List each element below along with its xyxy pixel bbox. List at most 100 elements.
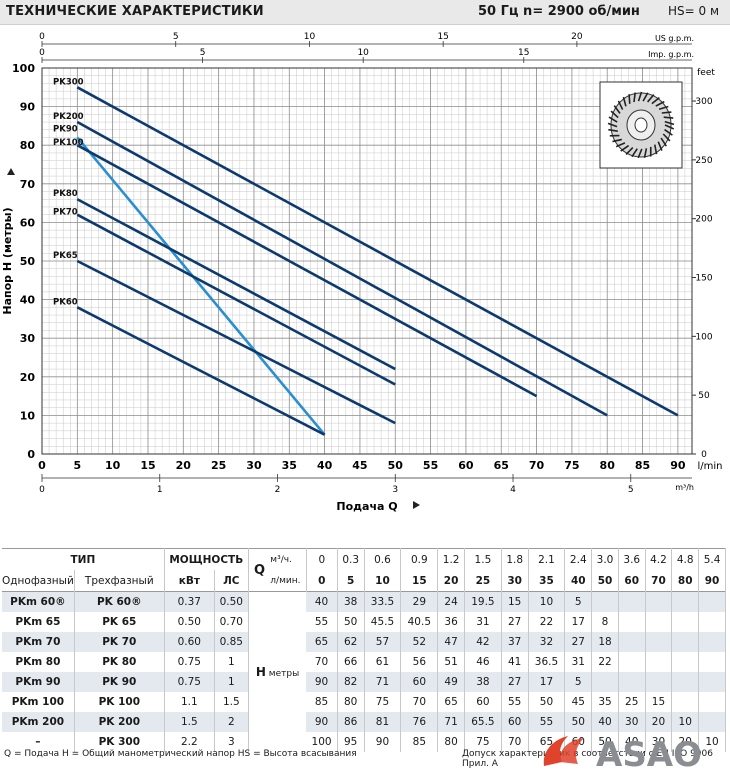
- head-label-cell: H метры: [248, 591, 307, 752]
- y-tick-label: 40: [20, 294, 36, 307]
- lmin-value: 20: [437, 570, 465, 592]
- head-value: 65: [437, 692, 465, 712]
- imp-gpm-tick-label: 5: [200, 48, 206, 58]
- lmin-value: 80: [671, 570, 700, 592]
- power-hp: 0.85: [214, 632, 249, 652]
- head-value: 55: [528, 712, 566, 732]
- head-value: 57: [364, 632, 402, 652]
- lmin-value: 40: [564, 570, 593, 592]
- single-phase-model: PKm 65: [2, 612, 75, 632]
- three-phase-model: PK 200: [74, 712, 165, 732]
- power-kw: 0.60: [164, 632, 215, 652]
- head-value: 45: [564, 692, 593, 712]
- series-line-pk80: [76, 198, 396, 371]
- three-phase-model: PK 100: [74, 692, 165, 712]
- head-value: 40: [591, 712, 619, 732]
- power-hp: 0.70: [214, 612, 249, 632]
- head-value: 70: [501, 732, 529, 752]
- lmin-value: 5: [337, 570, 365, 592]
- head-value: 60: [501, 712, 529, 732]
- x-axis-arrow-icon: [413, 501, 420, 509]
- lmin-value: 25: [464, 570, 502, 592]
- single-phase-model: PKm 100: [2, 692, 75, 712]
- head-value: 56: [400, 652, 439, 672]
- head-value: [671, 632, 700, 652]
- head-value: 20: [645, 712, 673, 732]
- footer-legend: Q = Подача H = Общий манометрический нап…: [4, 749, 357, 759]
- us-gpm-tick-label: 10: [304, 32, 316, 42]
- us-gpm-tick-label: 0: [39, 32, 45, 42]
- head-value: 42: [464, 632, 502, 652]
- us-gpm-tick-label: 5: [173, 32, 179, 42]
- head-value: [645, 632, 673, 652]
- head-value: [591, 672, 619, 692]
- head-value: [671, 672, 700, 692]
- x-tick-label: 80: [600, 459, 616, 472]
- head-value: [591, 591, 619, 612]
- head-label: H: [255, 665, 266, 679]
- head-value: 36: [437, 612, 465, 632]
- head-value: 37: [501, 632, 529, 652]
- power-kw: 0.50: [164, 612, 215, 632]
- head-value: 51: [437, 652, 465, 672]
- lmin-value: 30: [501, 570, 529, 592]
- head-value: 10: [528, 591, 566, 612]
- x-tick-label: 55: [423, 459, 438, 472]
- head-value: 47: [437, 632, 465, 652]
- head-value: 35: [591, 692, 619, 712]
- head-value: 40.5: [400, 612, 439, 632]
- series-label: PK200: [53, 112, 84, 122]
- head-value: 70: [306, 652, 338, 672]
- series-line-pk70: [76, 213, 396, 386]
- head-value: 55: [501, 692, 529, 712]
- head-value: 25: [618, 692, 646, 712]
- power-hp: 1.5: [214, 692, 249, 712]
- x-tick-label: 40: [317, 459, 333, 472]
- head-value: 61: [364, 652, 402, 672]
- head-value: 19.5: [464, 591, 502, 612]
- head-value: 45.5: [364, 612, 402, 632]
- us-gpm-tick-label: 20: [571, 32, 583, 42]
- head-value: 30: [618, 712, 646, 732]
- head-value: [618, 652, 646, 672]
- x-unit-label: l/min: [697, 461, 722, 472]
- power-kw: 0.75: [164, 672, 215, 692]
- head-value: [645, 672, 673, 692]
- head-value: 31: [564, 652, 593, 672]
- feet-tick-label: 50: [698, 391, 710, 401]
- head-value: [645, 612, 673, 632]
- x-tick-label: 60: [458, 459, 474, 472]
- footer-tolerance: Допуск характеристик в соответствии с EN…: [462, 749, 713, 769]
- head-value: 66: [337, 652, 365, 672]
- head-value: 65.5: [464, 712, 502, 732]
- head-value: 81: [364, 712, 402, 732]
- m3h-unit-label: m³/h: [675, 483, 694, 492]
- head-value: 71: [437, 712, 465, 732]
- hp-header: ЛС: [214, 570, 249, 592]
- x-tick-label: 15: [140, 459, 155, 472]
- logo-text: ASAO: [596, 735, 702, 772]
- x-tick-label: 25: [211, 459, 226, 472]
- lmin-value: 10: [364, 570, 402, 592]
- head-value: 38: [464, 672, 502, 692]
- table-subheader-row: Однофазный Трехфазный кВт ЛС л/мин. 0 5 10 15 20 2…: [2, 570, 726, 592]
- head-value: [698, 591, 726, 612]
- head-value: 80: [337, 692, 365, 712]
- three-phase-model: PK 90: [74, 672, 165, 692]
- us-gpm-tick-label: 15: [437, 32, 448, 42]
- series-line-pk200: [76, 120, 608, 417]
- head-value: 50: [528, 692, 566, 712]
- y-tick-label: 0: [27, 448, 35, 461]
- table-row: PKm 200 PK 200 1.5 2 90 86 81 76 71 65.5 60 55 50 40 3…: [2, 712, 726, 732]
- head-value: 40: [306, 591, 338, 612]
- head-unit: метры: [265, 669, 300, 679]
- head-value: 65: [306, 632, 338, 652]
- head-value: [645, 591, 673, 612]
- page-title: ТЕХНИЧЕСКИЕ ХАРАКТЕРИСТИКИ: [6, 4, 264, 19]
- head-value: [671, 652, 700, 672]
- lmin-value: 50: [591, 570, 619, 592]
- head-value: 31: [464, 612, 502, 632]
- series-label: PK65: [53, 251, 78, 261]
- head-value: 40: [618, 732, 646, 752]
- us-gpm-unit-label: US g.p.m.: [655, 34, 694, 43]
